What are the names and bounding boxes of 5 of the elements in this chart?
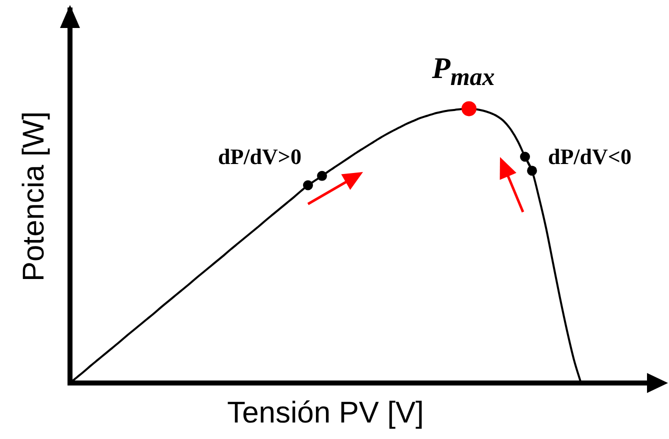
annotation: dP/dV<0 xyxy=(548,144,632,169)
y-axis-title: Potencia [W] xyxy=(17,111,50,282)
annotation: dP/dV>0 xyxy=(218,144,302,169)
x-axis-title: Tensión PV [V] xyxy=(227,396,424,430)
text: P$_{max}$ xyxy=(432,52,495,91)
